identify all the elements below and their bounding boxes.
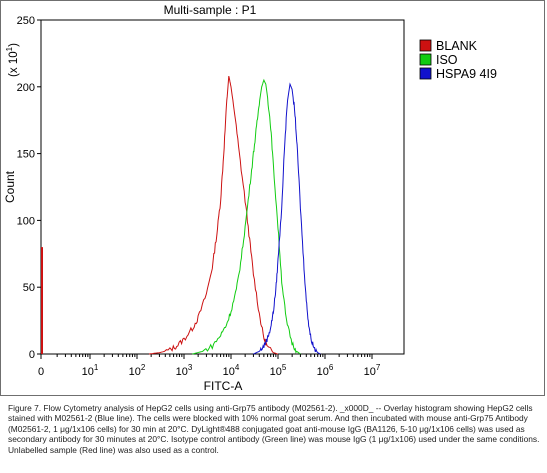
- x-tick-label: 104: [223, 363, 240, 378]
- x-tick-label: 0: [38, 366, 44, 378]
- y-tick-label: 150: [17, 149, 35, 161]
- legend-label: ISO: [436, 53, 458, 67]
- x-axis-label: FITC-A: [204, 379, 243, 393]
- x-tick-label: 105: [270, 363, 287, 378]
- y-tick-label: 100: [17, 215, 35, 227]
- histogram-series: [41, 75, 321, 355]
- series-line-hspa9-4i9: [253, 82, 321, 355]
- legend-label: HSPA9 4I9: [436, 67, 497, 81]
- x-tick-label: 101: [82, 363, 99, 378]
- x-tick-label: 107: [364, 363, 381, 378]
- x-tick-label: 106: [317, 363, 334, 378]
- x-tick-label: 103: [176, 363, 193, 378]
- svg-text:(x 101): (x 101): [5, 43, 20, 77]
- figure-caption: Figure 7. Flow Cytometry analysis of Hep…: [8, 403, 540, 455]
- x-tick-label: 102: [129, 363, 146, 378]
- series-line-iso: [192, 78, 301, 355]
- y-tick-label: 200: [17, 82, 35, 94]
- x-axis-ticks: 0 101 102 103 104 105 106 107: [38, 354, 381, 378]
- flow-cytometry-histogram: Multi-sample : P1 (x 101) Count FITC-A 0…: [3, 3, 497, 393]
- legend-swatch: [419, 67, 432, 80]
- legend-label: BLANK: [436, 39, 478, 53]
- figure-frame: [0, 0, 545, 396]
- y-axis-ticks: 0 50 100 150 200 250: [17, 15, 41, 361]
- y-multiplier-label: (x 101): [5, 43, 20, 77]
- y-tick-label: 250: [17, 15, 35, 27]
- chart-title: Multi-sample : P1: [164, 3, 257, 17]
- legend-swatch: [419, 39, 432, 52]
- plot-area: [40, 19, 405, 355]
- series-line-blank: [148, 75, 279, 355]
- y-tick-label: 0: [29, 349, 35, 361]
- y-axis-label: Count: [3, 170, 17, 203]
- y-tick-label: 50: [23, 282, 35, 294]
- legend-swatch: [419, 53, 432, 66]
